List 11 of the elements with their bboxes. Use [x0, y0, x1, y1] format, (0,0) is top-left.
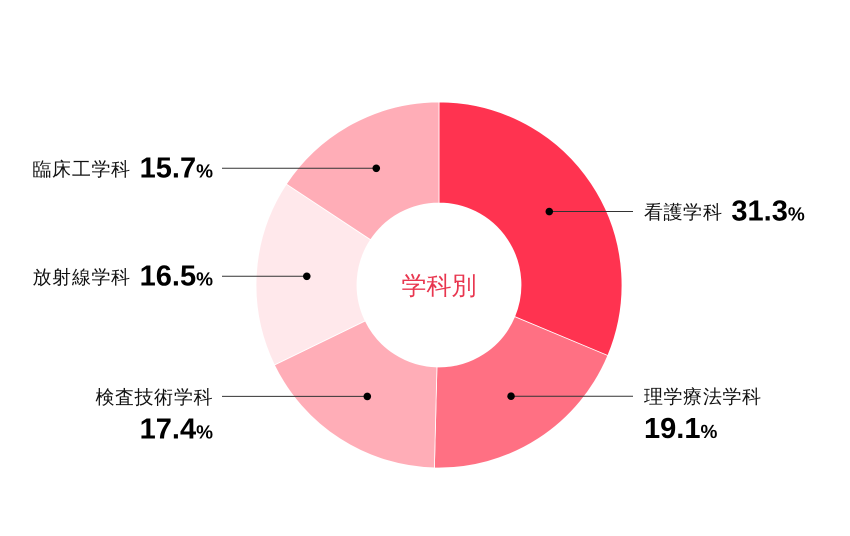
data-label: 17.4% [140, 413, 214, 446]
title: 学科別 [402, 272, 476, 300]
slice-label: 看護学科 [644, 202, 722, 224]
data-label: 16.5% [140, 260, 214, 292]
slice-label: 臨床工学科 [32, 158, 131, 180]
data-label: 15.7% [140, 152, 214, 184]
slice-label: 検査技術学科 [95, 387, 213, 408]
data-label: 31.3% [731, 196, 805, 228]
data-label: 19.1% [644, 413, 718, 446]
slice-label: 放射線学科 [32, 267, 131, 288]
slice-label: 理学療法学科 [644, 386, 762, 408]
